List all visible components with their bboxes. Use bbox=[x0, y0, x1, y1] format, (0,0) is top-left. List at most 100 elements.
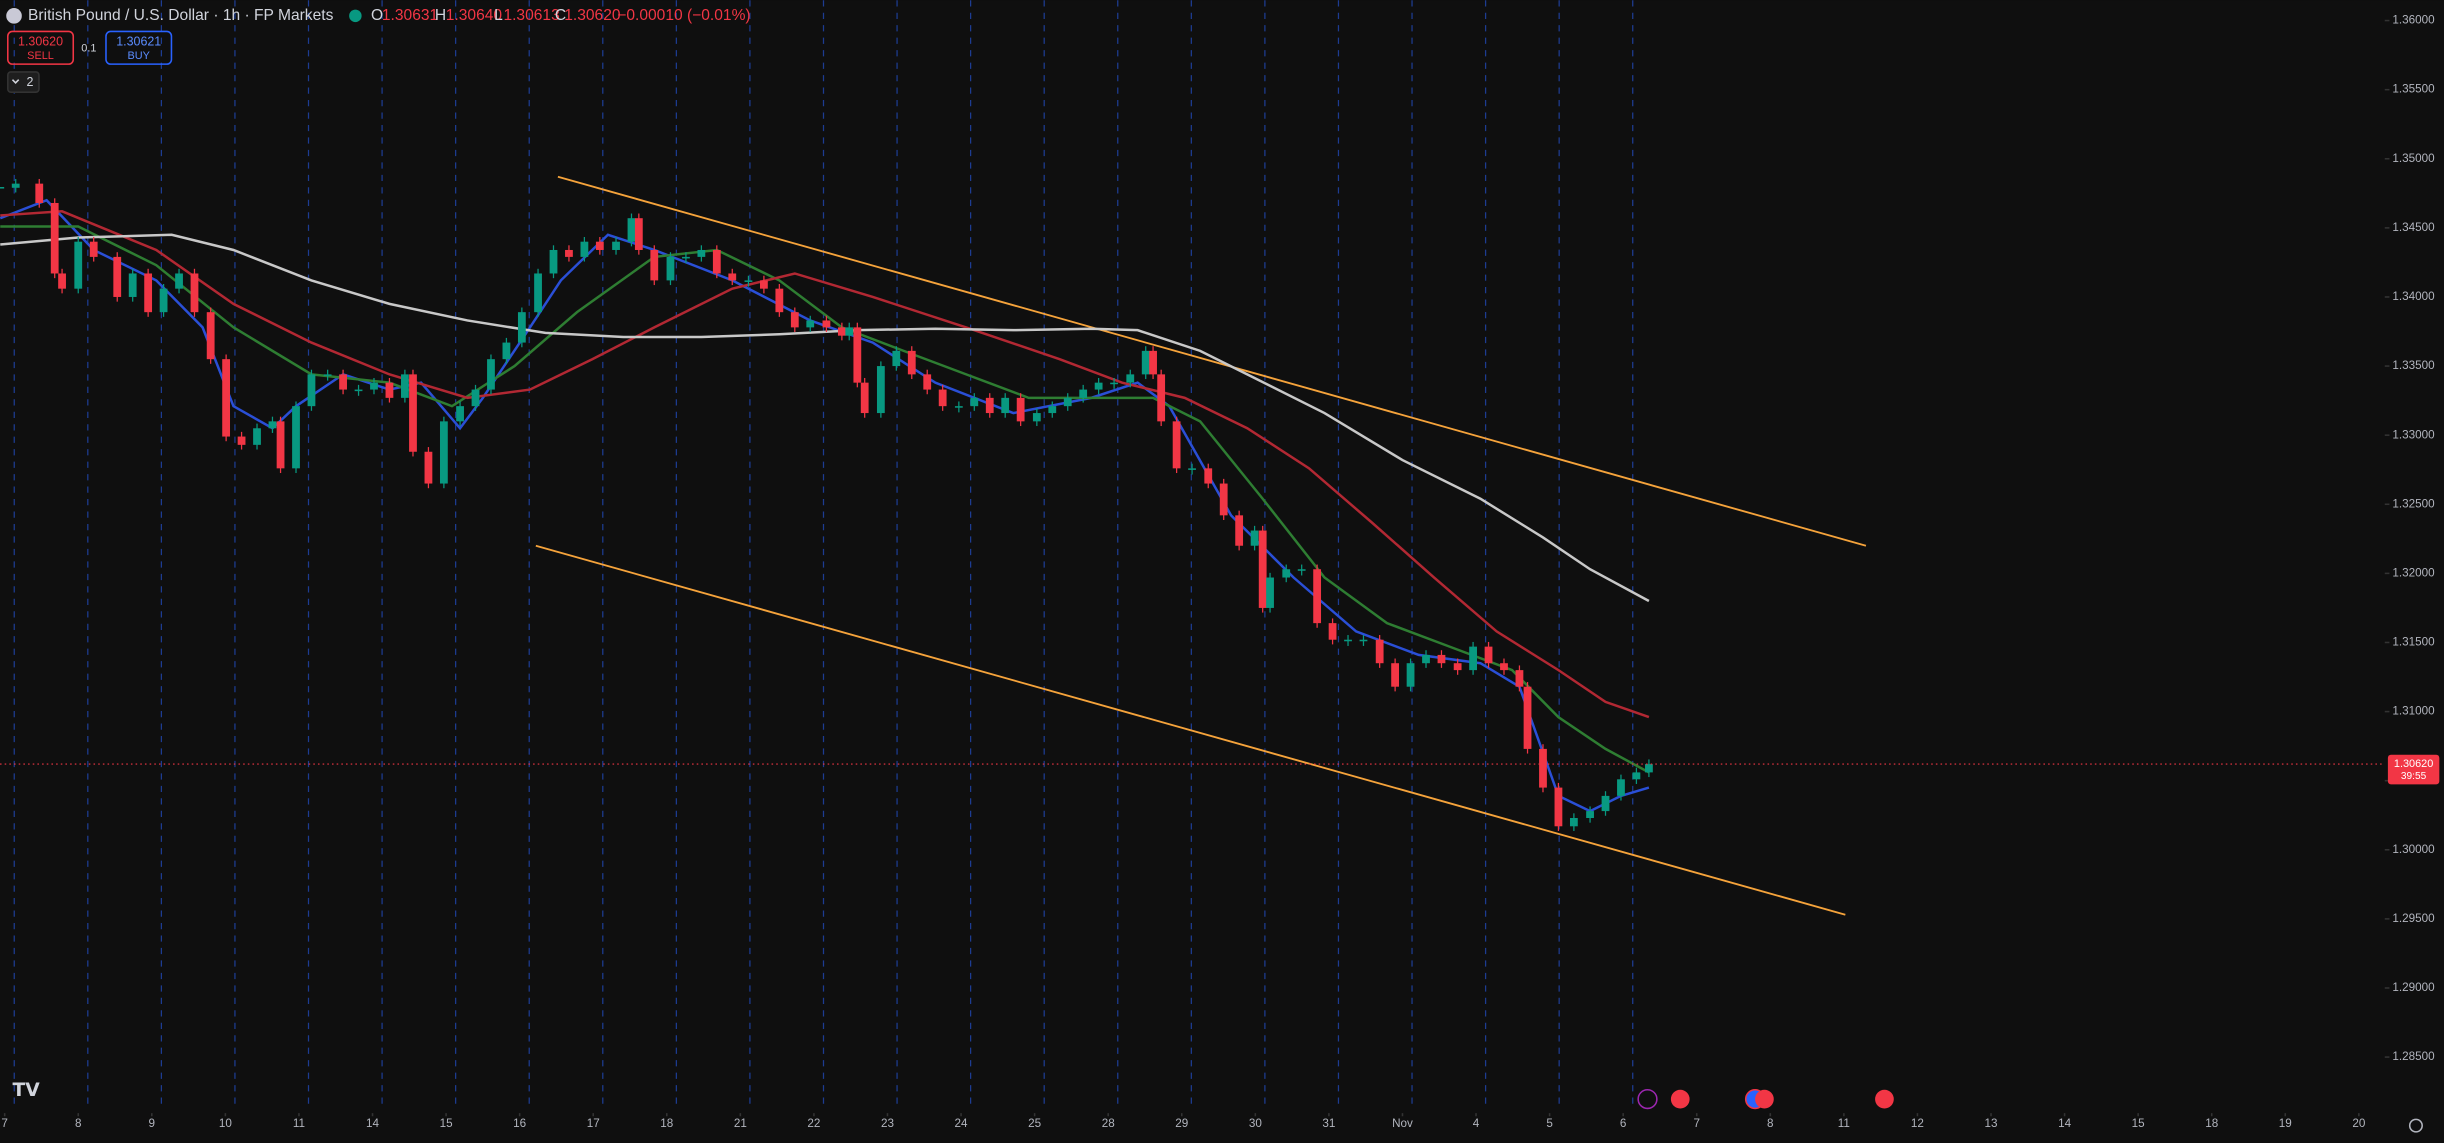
candle bbox=[1141, 350, 1150, 375]
y-tick-label: 1.36000 bbox=[2392, 14, 2435, 27]
candle bbox=[1632, 772, 1641, 780]
candle bbox=[1219, 483, 1228, 516]
candle bbox=[11, 183, 20, 188]
candle bbox=[517, 312, 526, 343]
x-tick-label: 15 bbox=[2132, 1117, 2146, 1130]
candle bbox=[206, 312, 215, 360]
x-tick-label: 17 bbox=[587, 1117, 600, 1130]
x-tick-label: 14 bbox=[2058, 1117, 2072, 1130]
candle bbox=[159, 288, 168, 313]
candle bbox=[634, 218, 643, 250]
y-tick-label: 1.29000 bbox=[2392, 981, 2435, 994]
trend-line bbox=[557, 175, 1867, 547]
candle bbox=[385, 382, 394, 398]
candle bbox=[595, 241, 604, 250]
indicators-count[interactable]: 2 bbox=[26, 75, 33, 89]
y-tick-label: 1.34000 bbox=[2392, 290, 2435, 303]
last-price-box bbox=[2387, 754, 2440, 785]
candle bbox=[697, 249, 706, 257]
candle bbox=[1235, 515, 1244, 546]
x-tick-label: 5 bbox=[1546, 1117, 1553, 1130]
x-tick-label: 10 bbox=[219, 1117, 233, 1130]
x-tick-label: 30 bbox=[1249, 1117, 1263, 1130]
candle bbox=[276, 421, 285, 469]
candle bbox=[1328, 623, 1337, 640]
countdown: 39:55 bbox=[2401, 771, 2427, 782]
candle bbox=[822, 320, 831, 328]
candle bbox=[1016, 397, 1025, 422]
logo: 𝗧𝗩 bbox=[12, 1079, 40, 1100]
candle bbox=[354, 389, 363, 392]
sell-button[interactable] bbox=[7, 30, 75, 65]
candle bbox=[1422, 654, 1430, 664]
x-tick-label: 24 bbox=[955, 1117, 969, 1130]
buy-price[interactable]: 1.30621 bbox=[116, 35, 161, 49]
x-tick-label: 31 bbox=[1322, 1117, 1335, 1130]
chevron-icon[interactable] bbox=[11, 79, 20, 84]
candle bbox=[1437, 654, 1446, 664]
candle bbox=[1157, 374, 1166, 422]
candle bbox=[237, 436, 246, 445]
candle bbox=[1523, 686, 1532, 749]
x-tick-label: 21 bbox=[734, 1117, 747, 1130]
x-tick-label: 11 bbox=[1838, 1117, 1850, 1130]
buy-button[interactable] bbox=[105, 30, 173, 65]
candle bbox=[1048, 406, 1057, 414]
indicators-toggle[interactable] bbox=[7, 71, 40, 93]
candle bbox=[1344, 639, 1352, 642]
candle bbox=[1250, 530, 1259, 546]
last-price-label: 1.30620 bbox=[2394, 758, 2433, 770]
candle bbox=[1282, 569, 1291, 578]
candle bbox=[89, 241, 98, 257]
x-tick-label: 11 bbox=[293, 1117, 305, 1130]
candle bbox=[1149, 350, 1157, 375]
settings-icon[interactable] bbox=[2408, 1118, 2423, 1133]
candle bbox=[1126, 374, 1135, 383]
buy-label[interactable]: BUY bbox=[128, 50, 151, 62]
candle bbox=[1469, 646, 1477, 671]
candle bbox=[1453, 663, 1462, 671]
sell-label[interactable]: SELL bbox=[27, 50, 54, 62]
x-tick-label: 4 bbox=[1473, 1117, 1480, 1130]
candle bbox=[1063, 397, 1072, 407]
candle bbox=[876, 366, 885, 414]
candle bbox=[456, 406, 464, 422]
candle bbox=[954, 406, 963, 408]
event-icon[interactable] bbox=[1875, 1089, 1894, 1109]
candle bbox=[923, 374, 932, 390]
symbol-title: British Pound / U.S. Dollar · 1h · FP Ma… bbox=[28, 7, 334, 24]
symbol-icon bbox=[6, 8, 22, 24]
x-tick-label: 20 bbox=[2352, 1117, 2366, 1130]
candle bbox=[1258, 530, 1267, 608]
sell-price[interactable]: 1.30620 bbox=[18, 35, 63, 49]
y-tick-label: 1.35500 bbox=[2392, 83, 2435, 96]
candle bbox=[760, 280, 768, 289]
candle bbox=[1406, 663, 1415, 687]
moving-average bbox=[0, 233, 1650, 603]
x-tick-label: Nov bbox=[1392, 1117, 1413, 1130]
y-tick-label: 1.33500 bbox=[2392, 359, 2435, 372]
event-icon[interactable] bbox=[1670, 1089, 1690, 1109]
candle bbox=[487, 359, 495, 390]
candle bbox=[806, 320, 815, 328]
candle bbox=[1188, 468, 1196, 470]
x-tick-label: 7 bbox=[1693, 1117, 1700, 1130]
x-tick-label: 29 bbox=[1175, 1117, 1188, 1130]
y-tick-label: 1.34500 bbox=[2392, 221, 2435, 234]
candle bbox=[1645, 764, 1653, 773]
candle bbox=[370, 382, 378, 390]
moving-average bbox=[0, 225, 1650, 774]
candle bbox=[1204, 468, 1213, 484]
spread: 0.1 bbox=[81, 42, 96, 54]
candle bbox=[1375, 639, 1384, 664]
candle bbox=[190, 273, 199, 313]
event-icon[interactable] bbox=[1755, 1089, 1774, 1109]
candle bbox=[439, 421, 448, 484]
candle bbox=[1617, 779, 1625, 796]
candle bbox=[970, 397, 979, 407]
candle bbox=[113, 256, 122, 297]
event-icon[interactable] bbox=[1637, 1088, 1658, 1110]
